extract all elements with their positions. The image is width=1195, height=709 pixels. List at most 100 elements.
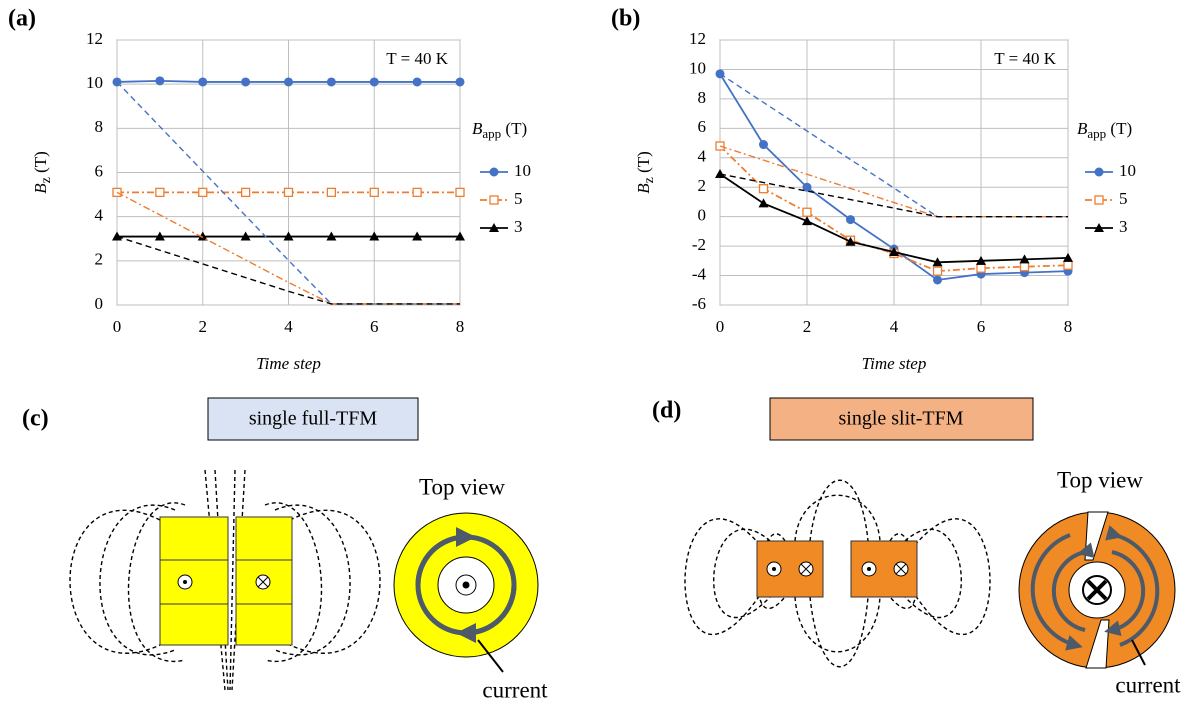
legend-symbol: B — [472, 119, 483, 138]
legend-marker — [1094, 195, 1104, 205]
y-tick-label: 6 — [95, 161, 104, 180]
point — [846, 215, 855, 225]
x-axis-label: Time step — [256, 354, 321, 373]
legend-marker — [489, 167, 499, 177]
series-line — [116, 81, 460, 305]
x-tick-label: 2 — [803, 317, 812, 336]
point — [154, 231, 165, 241]
point — [845, 236, 856, 246]
diagram-title: single full-TFM — [249, 408, 378, 430]
x-tick-label: 2 — [199, 317, 208, 336]
point — [326, 77, 336, 87]
y-label-symbol: B — [634, 183, 653, 194]
x-tick-label: 6 — [370, 317, 379, 336]
panel-label: (a) — [8, 6, 36, 32]
y-tick-label: 10 — [86, 73, 103, 92]
point — [284, 77, 293, 87]
legend-label: 10 — [1119, 161, 1136, 180]
y-tick-label: -2 — [692, 235, 706, 254]
point — [802, 207, 812, 217]
y-tick-label: 2 — [95, 250, 104, 269]
point — [1019, 254, 1030, 264]
y-tick-label: 0 — [95, 294, 104, 313]
y-label-subscript: z — [642, 177, 657, 183]
view-label: Top view — [419, 474, 505, 499]
x-tick-label: 0 — [113, 317, 122, 336]
legend-marker — [489, 195, 499, 205]
y-label-unit: (T) — [31, 151, 50, 177]
x-tick-label: 8 — [456, 317, 465, 336]
diagram-title: single slit-TFM — [838, 408, 963, 430]
y-tick-label: 12 — [689, 29, 706, 48]
y-tick-label: 8 — [698, 88, 707, 107]
x-tick-label: 0 — [716, 317, 725, 336]
legend-title: Bapp (T) — [1077, 119, 1132, 141]
y-tick-label: 2 — [698, 176, 707, 195]
point — [1063, 252, 1073, 262]
point — [976, 263, 986, 273]
point — [155, 187, 165, 198]
point — [889, 247, 899, 256]
y-label-symbol: B — [31, 183, 50, 194]
point — [198, 77, 208, 87]
title-box — [769, 397, 1034, 441]
point — [198, 187, 208, 198]
panel-label: (c) — [22, 406, 49, 432]
legend-unit: (T) — [501, 119, 527, 138]
point — [369, 231, 380, 241]
point — [802, 182, 812, 192]
callout: current — [1115, 672, 1181, 697]
y-tick-label: 0 — [698, 206, 707, 225]
legend-marker — [1094, 223, 1104, 232]
x-tick-label: 4 — [284, 317, 293, 336]
legend-marker — [1094, 167, 1104, 177]
point — [1063, 260, 1073, 270]
point — [758, 184, 769, 194]
point — [976, 255, 986, 265]
y-label-unit: (T) — [634, 151, 653, 177]
magnet — [159, 516, 229, 646]
point — [412, 77, 422, 87]
point — [112, 231, 122, 241]
point — [1019, 262, 1030, 272]
point — [197, 231, 208, 241]
point — [932, 257, 943, 267]
point — [240, 187, 251, 198]
view-label: Top view — [1057, 467, 1143, 492]
point — [758, 198, 769, 208]
point — [455, 231, 465, 241]
x-axis-label: Time step — [862, 354, 927, 373]
point — [455, 187, 465, 198]
point — [155, 76, 165, 86]
y-tick-label: -4 — [692, 264, 707, 283]
point — [369, 187, 379, 198]
x-tick-label: 6 — [977, 317, 986, 336]
point — [412, 187, 422, 198]
x-tick-label: 8 — [1064, 317, 1073, 336]
legend-marker — [489, 223, 499, 232]
legend-label: 10 — [514, 161, 531, 180]
point — [932, 266, 943, 276]
y-tick-label: 8 — [95, 117, 104, 136]
y-tick-label: 4 — [698, 147, 707, 166]
legend-label: 5 — [514, 189, 523, 208]
diagram-d: (d) single slit-TFM Top view current — [652, 397, 1181, 697]
y-label-subscript: z — [39, 177, 54, 183]
chart: (a) 0 2 4 6 8 10 12 0 2 4 6 8 Time step Bz (T) T = 40 K… — [8, 6, 531, 373]
point — [715, 168, 725, 178]
diagram-c: (c) single full-TFM Top view current — [22, 397, 548, 702]
point — [326, 187, 337, 198]
annotation: T = 40 K — [386, 49, 448, 68]
legend-label: 3 — [514, 217, 523, 236]
legend-subscript: app — [482, 126, 501, 141]
series-line — [116, 235, 460, 305]
y-tick-label: 10 — [689, 58, 706, 77]
callout: current — [482, 677, 548, 702]
series-line — [116, 191, 460, 305]
point — [933, 275, 942, 285]
point — [240, 231, 251, 241]
series-line — [719, 145, 1069, 273]
x-tick-label: 4 — [890, 317, 899, 336]
title-box — [207, 397, 419, 441]
legend-unit: (T) — [1106, 119, 1132, 138]
